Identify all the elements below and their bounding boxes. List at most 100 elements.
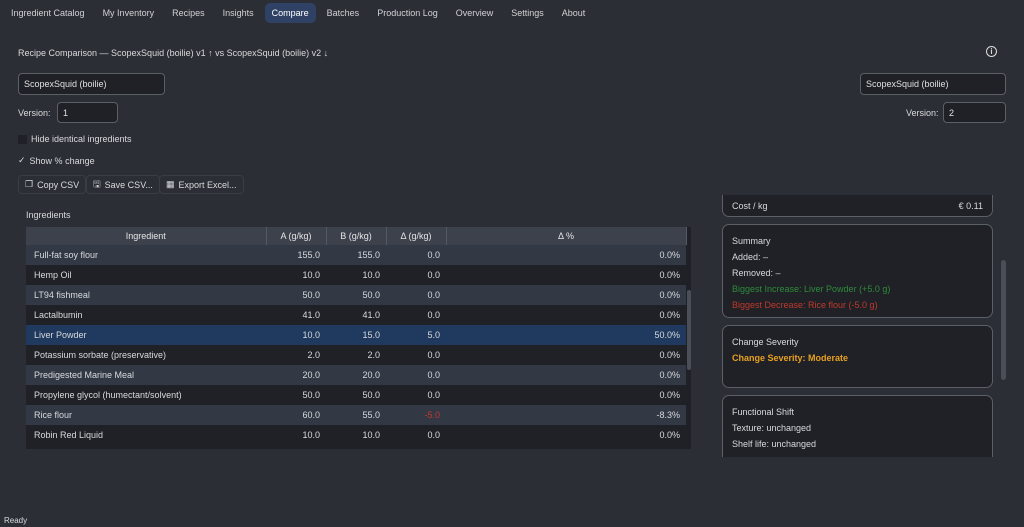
recipe-a-select[interactable]: ScopexSquid (boilie)	[18, 73, 165, 95]
table-row[interactable]: Liver Powder 10.0 15.0 5.0 50.0%	[26, 325, 686, 345]
details-panel: Cost / kg € 0.11 Summary Added: – Removed…	[717, 195, 1002, 457]
table-cell: -8.3%	[446, 405, 686, 425]
table-cell: 10.0	[266, 425, 326, 445]
table-cell: 0.0	[386, 305, 446, 325]
summary-card: Summary Added: – Removed: – Biggest Incr…	[722, 224, 993, 318]
table-cell: Propylene glycol (humectant/solvent)	[26, 385, 266, 405]
table-cell: 50.0	[266, 385, 326, 405]
ingredients-label: Ingredients	[26, 210, 71, 220]
table-scrollbar[interactable]	[687, 290, 691, 370]
table-cell: 0.0	[386, 245, 446, 265]
table-cell: 5.0	[386, 325, 446, 345]
checkmark-icon[interactable]: ✓	[18, 155, 26, 165]
table-cell: Predigested Marine Meal	[26, 365, 266, 385]
table-row[interactable]: Robin Red Liquid 10.0 10.0 0.0 0.0%	[26, 425, 686, 445]
table-cell: 41.0	[266, 305, 326, 325]
checkbox-box[interactable]	[18, 134, 27, 144]
column-header[interactable]: Δ (g/kg)	[386, 227, 447, 245]
table-cell: 20.0	[326, 365, 386, 385]
version-b-input[interactable]: 2	[943, 102, 1006, 123]
version-a-input[interactable]: 1	[57, 102, 118, 123]
table-cell: 0.0%	[446, 385, 686, 405]
summary-title: Summary	[732, 236, 771, 246]
copy-csv-button[interactable]: ❐ Copy CSV	[18, 175, 87, 194]
table-cell: 15.0	[326, 325, 386, 345]
hide-identical-checkbox[interactable]: Hide identical ingredients	[18, 134, 132, 144]
show-pct-checkbox[interactable]: ✓ Show % change	[18, 155, 95, 166]
table-row[interactable]: Full-fat soy flour 155.0 155.0 0.0 0.0%	[26, 245, 686, 265]
tab-settings[interactable]: Settings	[511, 7, 544, 18]
export-excel-label: Export Excel...	[178, 179, 237, 190]
table-cell: 2.0	[326, 345, 386, 365]
functional-shelf-life: Shelf life: unchanged	[732, 439, 817, 449]
tab-insights[interactable]: Insights	[222, 7, 254, 18]
table-cell: 0.0	[386, 385, 446, 405]
table-cell: 0.0%	[446, 425, 686, 445]
table-row[interactable]: LT94 fishmeal 50.0 50.0 0.0 0.0%	[26, 285, 686, 305]
tab-compare[interactable]: Compare	[264, 2, 316, 23]
save-icon: 🖫	[93, 178, 101, 189]
table-row[interactable]: Propylene glycol (humectant/solvent) 50.0…	[26, 385, 686, 405]
ingredients-table: Ingredient A (g/kg) B (g/kg) Δ (g/kg) Δ % Fu…	[26, 227, 691, 449]
table-cell: -5.0	[386, 405, 446, 425]
table-cell: 50.0	[326, 385, 386, 405]
save-csv-label: Save CSV...	[104, 179, 153, 190]
table-cell: LT94 fishmeal	[26, 285, 266, 305]
table-cell: 2.0	[266, 345, 326, 365]
recipe-b-select[interactable]: ScopexSquid (boilie)	[860, 73, 1006, 95]
copy-icon: ❐	[25, 179, 34, 189]
table-cell: Robin Red Liquid	[26, 425, 266, 445]
table-row[interactable]: Hemp Oil 10.0 10.0 0.0 0.0%	[26, 265, 686, 285]
table-cell: Full-fat soy flour	[26, 245, 266, 265]
table-cell: Potassium sorbate (preservative)	[26, 345, 266, 365]
table-cell: Hemp Oil	[26, 265, 266, 285]
table-cell: 0.0	[386, 265, 446, 285]
table-row[interactable]: Potassium sorbate (preservative) 2.0 2.0 0.…	[26, 345, 686, 365]
table-cell: 0.0%	[446, 265, 686, 285]
column-header[interactable]: A (g/kg)	[266, 227, 327, 245]
save-csv-button[interactable]: 🖫 Save CSV...	[86, 175, 160, 194]
severity-value: Change Severity: Moderate	[732, 353, 849, 363]
tab-about[interactable]: About	[561, 7, 586, 18]
tab-overview[interactable]: Overview	[455, 7, 494, 18]
table-cell: 41.0	[326, 305, 386, 325]
page-title: Recipe Comparison — ScopexSquid (boilie)…	[18, 48, 329, 58]
table-cell: Liver Powder	[26, 325, 266, 345]
table-row[interactable]: Rice flour 60.0 55.0 -5.0 -8.3%	[26, 405, 686, 425]
export-excel-button[interactable]: ▦ Export Excel...	[159, 175, 244, 194]
table-cell: 10.0	[326, 425, 386, 445]
tab-my-inventory[interactable]: My Inventory	[102, 7, 155, 18]
tab-ingredient-catalog[interactable]: Ingredient Catalog	[11, 7, 85, 18]
functional-title: Functional Shift	[732, 407, 795, 417]
table-cell: 0.0%	[446, 365, 686, 385]
table-cell: 0.0%	[446, 305, 686, 325]
tab-batches[interactable]: Batches	[326, 7, 360, 18]
table-cell: 0.0%	[446, 285, 686, 305]
tab-production-log[interactable]: Production Log	[377, 7, 438, 18]
table-cell: 155.0	[326, 245, 386, 265]
table-cell: 0.0	[386, 345, 446, 365]
summary-increase: Biggest Increase: Liver Powder (+5.0 g)	[732, 284, 891, 294]
table-cell: 0.0	[386, 285, 446, 305]
version-b-label: Version:	[906, 108, 939, 118]
column-header[interactable]: Ingredient	[26, 227, 267, 245]
table-cell: 20.0	[266, 365, 326, 385]
table-cell: 10.0	[266, 265, 326, 285]
functional-texture: Texture: unchanged	[732, 423, 812, 433]
table-row[interactable]: Predigested Marine Meal 20.0 20.0 0.0 0.0%	[26, 365, 686, 385]
column-header[interactable]: B (g/kg)	[326, 227, 387, 245]
tab-recipes[interactable]: Recipes	[172, 7, 205, 18]
summary-decrease: Biggest Decrease: Rice flour (-5.0 g)	[732, 300, 878, 310]
table-row[interactable]: Lactalbumin 41.0 41.0 0.0 0.0%	[26, 305, 686, 325]
cost-card: Cost / kg € 0.11	[722, 195, 993, 217]
table-cell: 50.0%	[446, 325, 686, 345]
copy-csv-label: Copy CSV	[37, 179, 80, 190]
functional-shift-card: Functional Shift Texture: unchanged Shel…	[722, 395, 993, 457]
table-cell: 0.0%	[446, 245, 686, 265]
table-cell: 50.0	[266, 285, 326, 305]
table-cell: Rice flour	[26, 405, 266, 425]
info-icon[interactable]: i	[986, 46, 997, 57]
panel-scrollbar[interactable]	[1001, 260, 1006, 380]
table-cell: 60.0	[266, 405, 326, 425]
column-header[interactable]: Δ %	[446, 227, 687, 245]
